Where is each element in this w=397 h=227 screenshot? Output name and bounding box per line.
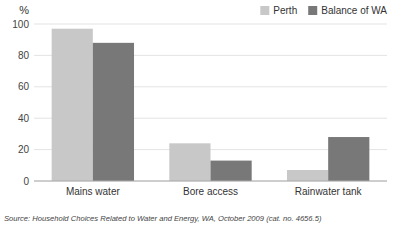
chart-container: 0 20 40 60 80 100% Mains water Bore access Rainw…	[0, 0, 397, 227]
legend-swatch	[308, 6, 317, 15]
y-tick-label: 100	[12, 19, 29, 30]
y-tick-label: 20	[18, 144, 30, 155]
x-tick-label: Rainwater tank	[295, 186, 363, 197]
bar	[93, 43, 134, 181]
y-tick-label: 60	[18, 81, 30, 92]
y-tick-label: 40	[18, 113, 30, 124]
grid	[34, 24, 387, 181]
bar	[211, 161, 252, 181]
chart: 0 20 40 60 80 100% Mains water Bore access Rainw…	[0, 0, 397, 227]
legend-swatch	[260, 6, 269, 15]
bar	[328, 137, 369, 181]
bar	[52, 29, 93, 181]
y-tick-label: 0	[23, 176, 29, 187]
y-tick-label: 80	[18, 50, 30, 61]
grid-line	[34, 24, 387, 25]
legend: Balance of WA Perth	[260, 5, 387, 16]
legend-label: Perth	[273, 5, 297, 16]
bar	[169, 143, 210, 181]
x-tick-label: Mains water	[66, 186, 121, 197]
x-axis-line	[34, 181, 387, 182]
bar	[287, 170, 328, 181]
x-tick-label: Bore access	[183, 186, 238, 197]
y-axis-label: %	[19, 4, 29, 16]
legend-label: Balance of WA	[321, 5, 387, 16]
bars	[52, 29, 370, 181]
grid-line	[34, 181, 387, 182]
source-note: Source: Household Choices Related to Wat…	[4, 214, 322, 223]
